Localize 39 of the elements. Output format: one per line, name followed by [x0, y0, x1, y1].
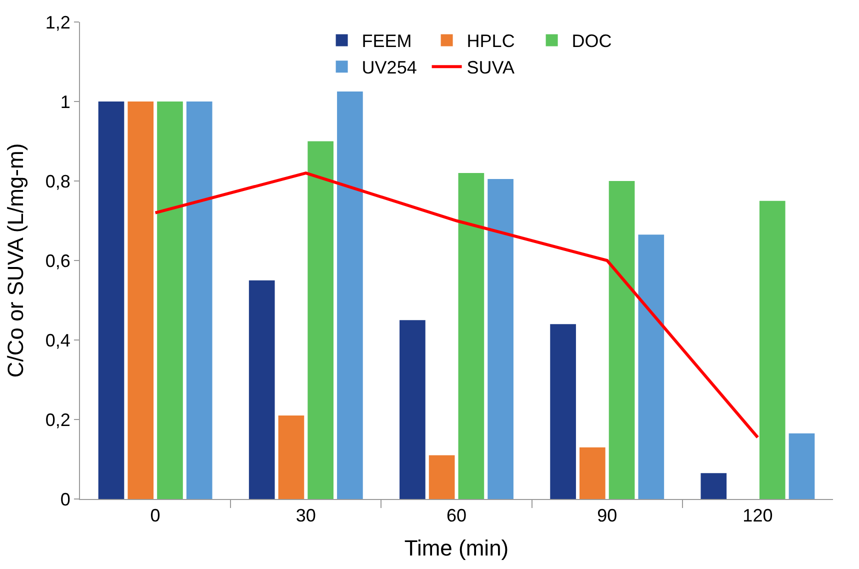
x-tick-label: 120	[742, 506, 773, 526]
y-tick-label: 0,2	[45, 410, 70, 430]
bar	[608, 181, 635, 499]
legend-label: SUVA	[466, 58, 514, 78]
x-tick-label: 60	[446, 506, 467, 526]
bar	[638, 234, 664, 499]
y-tick-label: 0,6	[45, 250, 70, 271]
bar	[337, 92, 363, 499]
bar	[98, 102, 124, 499]
legend-label: DOC	[572, 31, 612, 52]
x-tick-label: 30	[296, 506, 316, 526]
bar	[186, 102, 212, 499]
bar	[428, 455, 455, 499]
bar	[248, 280, 275, 499]
bar	[488, 179, 514, 499]
legend-label: FEEM	[362, 31, 412, 52]
y-tick-label: 0,4	[45, 330, 70, 350]
line-series	[154, 172, 760, 439]
y-tick-label: 1,2	[45, 12, 70, 32]
bar	[580, 447, 606, 499]
bar	[458, 173, 484, 499]
bar	[157, 102, 183, 499]
legend-label: UV254	[362, 58, 417, 78]
x-axis-title: Time (min)	[404, 536, 509, 560]
y-tick-label: 0	[60, 489, 70, 510]
bar	[700, 473, 727, 499]
legend-label: HPLC	[466, 31, 515, 52]
bar	[759, 200, 786, 499]
y-axis-title: C/Co or SUVA (L/mg-m)	[3, 143, 28, 378]
y-tick-label: 1	[60, 92, 70, 112]
bar	[550, 324, 576, 499]
bar	[400, 320, 426, 499]
bar	[278, 416, 304, 499]
x-tick-label: 0	[150, 506, 160, 526]
bar	[128, 102, 154, 499]
y-tick-label: 0,8	[45, 171, 70, 192]
x-tick-label: 90	[597, 506, 618, 526]
bar	[788, 433, 815, 499]
bar	[308, 141, 334, 499]
